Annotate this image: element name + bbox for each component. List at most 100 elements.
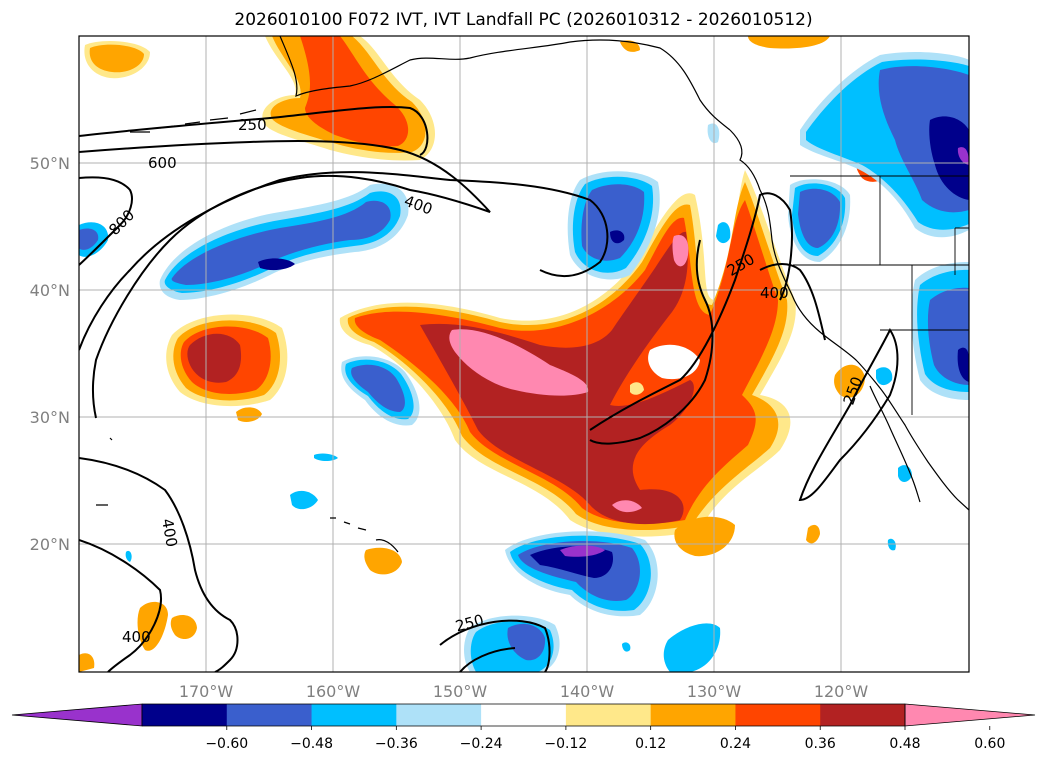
contour-400-main — [79, 171, 609, 351]
colorbar-swatch — [735, 704, 821, 726]
negative-speck-1 — [290, 490, 318, 510]
contour-label: 400 — [158, 517, 181, 548]
contour-600 — [79, 139, 491, 419]
colorbar-tick-label: 0.48 — [889, 736, 920, 752]
coastline-islands — [96, 437, 113, 506]
negative-region-sw-us-navy — [957, 347, 969, 382]
negative-shading — [79, 52, 969, 672]
colorbar-swatch — [650, 704, 736, 726]
positive-region-west-darkred — [187, 333, 242, 383]
contour-inner-south — [79, 539, 162, 672]
contour-sw-pac — [459, 647, 516, 672]
lon-labels: 170°W 160°W 150°W 140°W 130°W 120°W — [179, 682, 869, 701]
positive-region-hawaii — [364, 547, 402, 575]
positive-region-top — [748, 36, 830, 49]
positive-region-east — [674, 516, 735, 557]
contour-label: 400 — [760, 284, 789, 302]
negative-region-nwpac-navy — [258, 258, 295, 271]
coastline-hawaii — [330, 517, 399, 553]
negative-speck-2 — [314, 453, 338, 461]
colorbar-tick-label: −0.48 — [290, 736, 333, 752]
hole-region — [648, 344, 700, 380]
positive-region-nw-orange — [89, 44, 144, 73]
colorbar-swatch — [481, 704, 567, 726]
negative-region-north-navy — [610, 230, 625, 244]
positive-region-small4 — [79, 653, 95, 672]
contour-250-baja — [798, 328, 899, 502]
positive-region-north-pink — [672, 234, 689, 267]
map-title: 2026010100 F072 IVT, IVT Landfall PC (20… — [234, 10, 813, 30]
negative-speck-6 — [622, 642, 631, 652]
lat-label: 50°N — [30, 154, 70, 173]
lon-label: 160°W — [306, 682, 361, 701]
lat-label: 20°N — [30, 535, 70, 554]
contour-250-east — [589, 192, 793, 431]
colorbar-tick-label: −0.36 — [375, 736, 418, 752]
colorbar-swatch — [820, 704, 906, 726]
lon-label: 150°W — [433, 682, 488, 701]
colorbar-swatch — [311, 704, 397, 726]
lon-label: 140°W — [560, 682, 615, 701]
colorbar: −0.60 −0.48 −0.36 −0.24 −0.12 0.12 0.24 0.36 0.4… — [11, 703, 1036, 752]
contour-label: 250 — [238, 116, 267, 134]
negative-region-se — [663, 623, 721, 672]
contour-label: 600 — [148, 154, 177, 172]
colorbar-swatch — [565, 704, 652, 726]
colorbar-outline — [141, 703, 906, 727]
colorbar-tick-label: 0.12 — [635, 736, 666, 752]
colorbar-tick-label: 0.60 — [974, 736, 1005, 752]
coastline-baja — [869, 385, 921, 503]
negative-speck-8 — [887, 538, 896, 551]
colorbar-swatch — [142, 704, 228, 726]
colorbar-tick-label: −0.12 — [544, 736, 587, 752]
negative-region-center-blue — [351, 364, 405, 412]
lon-label: 170°W — [179, 682, 234, 701]
lat-labels: 50°N 40°N 30°N 20°N — [30, 154, 70, 554]
coastline-alaska — [279, 36, 731, 131]
positive-region-small3 — [806, 524, 820, 544]
lon-label: 120°W — [814, 682, 869, 701]
contour-250-east-inner — [589, 239, 714, 445]
negative-region-nwpac-blue — [171, 200, 391, 285]
colorbar-tick-label: 0.24 — [720, 736, 751, 752]
colorbar-swatch — [226, 704, 313, 726]
positive-region-small2 — [630, 382, 644, 395]
negative-region-south-purple — [560, 545, 605, 557]
contour-label: 400 — [122, 628, 151, 646]
positive-region-main-pink — [449, 329, 589, 396]
negative-speck-3 — [716, 222, 731, 244]
ivt-contours — [79, 105, 899, 672]
coastline-bc — [729, 129, 761, 191]
positive-region-sw2 — [170, 615, 197, 640]
positive-shading — [79, 36, 890, 672]
negative-region-west-edge-blue — [79, 228, 99, 250]
lat-label: 40°N — [30, 281, 70, 300]
positive-region-south-pink — [612, 500, 642, 513]
lat-label: 30°N — [30, 408, 70, 427]
lon-label: 130°W — [687, 682, 742, 701]
negative-region-north-blue — [581, 184, 645, 261]
negative-region-pnw-blue — [798, 188, 841, 248]
contour-400-east — [759, 263, 826, 341]
coastline-westcoast — [759, 189, 969, 511]
negative-region-canada-purple — [957, 147, 969, 165]
colorbar-extend-max — [904, 703, 1036, 727]
positive-region-small1 — [236, 407, 262, 422]
negative-region-sw-pac-blue — [507, 623, 546, 661]
negative-speck-9 — [125, 550, 132, 562]
colorbar-tick-label: −0.24 — [460, 736, 503, 752]
negative-speck-7 — [707, 123, 720, 144]
contour-250-south — [439, 619, 551, 672]
contour-250-north — [79, 105, 429, 156]
map-area: 250 600 800 400 400 250 400 250 400 250 — [79, 36, 969, 672]
positive-region-gulf-alaska-red — [300, 36, 409, 147]
negative-speck-4 — [876, 367, 893, 386]
map-frame — [78, 35, 970, 673]
contour-800 — [79, 176, 133, 266]
contour-400-south — [79, 457, 239, 672]
colorbar-extend-min — [11, 703, 143, 727]
colorbar-tick-label: −0.60 — [205, 736, 248, 752]
colorbar-tick-label: 0.36 — [805, 736, 836, 752]
colorbar-swatch — [396, 704, 482, 726]
